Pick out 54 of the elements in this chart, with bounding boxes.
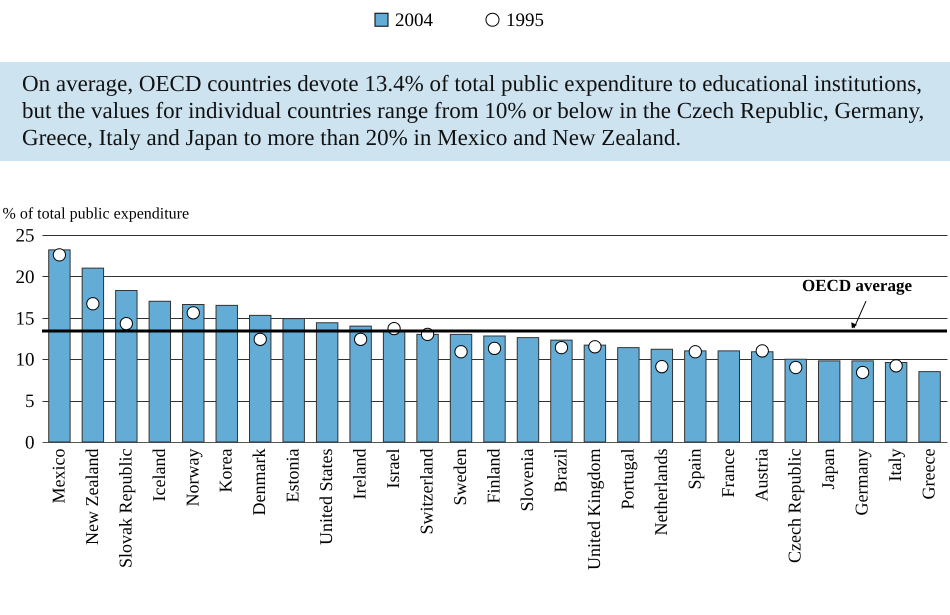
point: [454, 345, 468, 358]
x-tick-label: Estonia: [282, 448, 303, 502]
x-tick-label: Czech Republic: [784, 448, 805, 563]
legend-label: 1995: [506, 10, 544, 31]
point: [588, 340, 602, 354]
x-tick-label: Ireland: [350, 448, 370, 500]
x-tick-label: Sweden: [450, 448, 470, 506]
y-tick-label: 10: [16, 350, 34, 371]
point: [86, 297, 100, 310]
x-tick-label: Spain: [684, 448, 704, 490]
point: [655, 360, 668, 374]
point: [254, 332, 267, 346]
x-tick-label: Korea: [216, 448, 236, 492]
point: [789, 360, 802, 374]
x-tick-label: Italy: [885, 448, 906, 482]
y-tick-label: 5: [25, 391, 34, 412]
point: [488, 342, 502, 356]
y-tick-label: 20: [16, 266, 34, 288]
point: [856, 366, 870, 380]
ref-line-label: OECD average: [802, 276, 912, 296]
x-tick-label: United Kingdom: [584, 448, 604, 570]
x-tick-label: Japan: [818, 448, 838, 490]
x-tick-label: Denmark: [249, 448, 270, 516]
x-tick-label: Portugal: [617, 448, 638, 510]
x-tick-label: Norway: [182, 448, 202, 506]
x-tick-label: Mexico: [48, 448, 68, 504]
point: [354, 332, 368, 346]
point: [688, 345, 702, 358]
x-tick-label: Slovenia: [516, 448, 537, 512]
x-tick-label: Finland: [484, 448, 504, 504]
x-tick-label: Switzerland: [416, 448, 437, 534]
x-tick-label: Germany: [852, 448, 872, 516]
x-tick-label: Greece: [918, 448, 939, 500]
x-tick-label: United States: [316, 448, 336, 545]
x-tick-label: Netherlands: [650, 448, 671, 536]
point: [186, 306, 200, 320]
x-tick-label: Israel: [383, 448, 404, 488]
point: [52, 248, 66, 262]
x-tick-label: France: [718, 448, 738, 498]
y-tick-label: 15: [16, 308, 34, 330]
x-tick-label: Brazil: [550, 448, 570, 492]
legend-label: 2004: [395, 10, 434, 31]
x-tick-label: Slovak Republic: [115, 448, 136, 568]
point: [120, 316, 133, 330]
y-tick-label: 0: [25, 432, 34, 454]
x-tick-label: Iceland: [148, 448, 169, 502]
chart-subtitle: On average, OECD countries devote 13.4% of total public expenditure to educational institutions, but the values for individual countries range from 10% or below in the Czech Republic, Germany, Greece, Italy and Japan to more than 20% in Mexico and New Zealand.: [0, 62, 950, 161]
point: [756, 344, 769, 358]
y-tick-label: 25: [16, 226, 34, 246]
y-axis-title: % of total public expenditure: [2, 206, 190, 222]
x-tick-label: New Zealand: [82, 448, 102, 545]
point: [554, 340, 568, 354]
x-tick-label: Austria: [751, 448, 772, 502]
point: [890, 359, 903, 372]
